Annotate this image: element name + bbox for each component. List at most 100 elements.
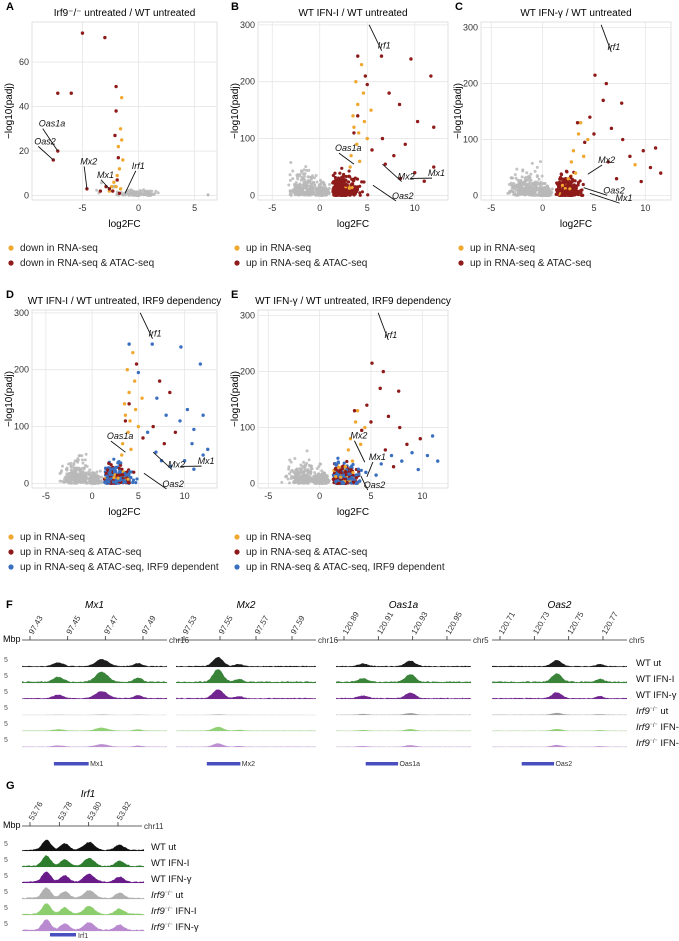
data-point bbox=[391, 465, 396, 469]
x-axis-label: log2FC bbox=[337, 219, 369, 230]
significant-point bbox=[336, 192, 340, 197]
gene-label: Mx2 bbox=[598, 155, 615, 165]
significant-point bbox=[345, 480, 349, 485]
data-point bbox=[114, 109, 118, 113]
data-point bbox=[168, 390, 172, 395]
significant-point bbox=[343, 469, 347, 474]
coverage-track bbox=[492, 712, 627, 715]
data-point bbox=[353, 420, 358, 424]
x-tick-label: -5 bbox=[487, 203, 495, 213]
sample-name: WT IFN-I bbox=[636, 674, 674, 685]
y-tick-label: 300 bbox=[240, 311, 255, 321]
sample-name: WT IFN-γ bbox=[636, 690, 677, 701]
x-tick-label: 5 bbox=[192, 203, 197, 213]
significant-point bbox=[107, 461, 111, 465]
x-tick-label: 0 bbox=[136, 203, 141, 213]
background-point bbox=[67, 462, 71, 466]
gene-label: Oas2 bbox=[364, 480, 386, 490]
coordinate-label: 120.75 bbox=[566, 610, 586, 636]
significant-point bbox=[107, 479, 111, 483]
gene-label: Irf1 bbox=[149, 329, 162, 339]
track-scale-label: 5 bbox=[4, 921, 8, 928]
background-point bbox=[538, 160, 542, 164]
coordinate-label: 53.80 bbox=[86, 800, 104, 822]
significant-point bbox=[131, 480, 135, 485]
background-point bbox=[513, 191, 517, 195]
track-sample-label: Irf9⁻/⁻ IFN-γ bbox=[636, 738, 679, 749]
significant-point bbox=[560, 183, 565, 188]
data-point bbox=[592, 132, 596, 136]
track-scale-label: 5 bbox=[4, 889, 8, 896]
y-axis-label: −log10(padj) bbox=[4, 83, 15, 139]
coordinate-label: 53.82 bbox=[115, 800, 133, 822]
significant-point bbox=[581, 182, 585, 187]
coverage-track bbox=[22, 871, 144, 883]
legend-entry: up in RNA-seq bbox=[246, 532, 311, 543]
data-point bbox=[409, 57, 413, 61]
volcano-panel-C: CWT IFN-γ / WT untreated-5 0 5 100100200300… bbox=[453, 1, 672, 230]
plot-title: WT IFN-I / WT untreated, IRF9 dependency bbox=[28, 296, 222, 307]
legend-entry: down in RNA-seq bbox=[20, 243, 98, 254]
background-point bbox=[525, 183, 529, 187]
background-point bbox=[304, 165, 308, 169]
coverage-track bbox=[492, 673, 627, 683]
gene-label: Irf1 bbox=[378, 41, 391, 51]
sample-name: WT IFN-I bbox=[151, 858, 189, 869]
x-tick-label: 5 bbox=[365, 203, 370, 213]
background-point bbox=[531, 183, 535, 187]
locus-gene-name: Mx2 bbox=[237, 600, 256, 611]
data-point bbox=[566, 177, 570, 181]
background-point bbox=[156, 191, 160, 195]
significant-point bbox=[356, 467, 360, 471]
data-point bbox=[206, 447, 210, 452]
data-point bbox=[609, 126, 614, 131]
significant-point bbox=[108, 472, 112, 477]
background-point bbox=[302, 460, 306, 464]
gene-label: Oas2 bbox=[392, 191, 414, 201]
coverage-track bbox=[336, 674, 471, 683]
background-point bbox=[523, 180, 527, 184]
background-point bbox=[322, 476, 326, 480]
significant-point bbox=[360, 180, 364, 184]
data-point bbox=[403, 142, 407, 146]
background-point bbox=[302, 481, 306, 485]
background-point bbox=[527, 192, 531, 196]
significant-point bbox=[360, 190, 365, 194]
data-point bbox=[363, 425, 367, 430]
y-tick-label: 100 bbox=[240, 134, 255, 144]
background-point bbox=[289, 160, 293, 164]
coordinate-label: 97.55 bbox=[217, 614, 235, 636]
background-point bbox=[548, 193, 552, 197]
panel-letter-E: E bbox=[231, 289, 238, 301]
data-point bbox=[575, 121, 580, 125]
data-point bbox=[201, 413, 205, 417]
leader-line bbox=[124, 170, 137, 194]
legend-entry: up in RNA-seq bbox=[470, 243, 535, 254]
gene-label: Mx1 bbox=[428, 168, 445, 178]
background-point bbox=[82, 477, 86, 481]
background-point bbox=[302, 177, 306, 181]
background-point bbox=[149, 193, 153, 197]
x-axis-label: log2FC bbox=[108, 219, 140, 230]
data-point bbox=[117, 167, 122, 171]
background-point bbox=[307, 175, 311, 179]
background-point bbox=[81, 461, 85, 465]
data-point bbox=[155, 396, 159, 400]
background-point bbox=[206, 193, 210, 197]
y-tick-label: 200 bbox=[14, 365, 29, 375]
coordinate-label: 97.47 bbox=[102, 614, 120, 636]
gene-label: Irf1 bbox=[132, 161, 145, 171]
data-point bbox=[356, 102, 360, 107]
background-point bbox=[515, 184, 519, 188]
panel-letter-D: D bbox=[6, 289, 14, 301]
background-point bbox=[324, 473, 328, 477]
y-tick-label: 40 bbox=[19, 102, 29, 112]
background-point bbox=[306, 470, 310, 474]
gene-model bbox=[206, 762, 241, 766]
background-point bbox=[75, 481, 79, 485]
gene-label: Oas2 bbox=[162, 479, 184, 489]
data-point bbox=[128, 419, 132, 423]
background-point bbox=[512, 181, 516, 185]
data-point bbox=[392, 153, 396, 158]
